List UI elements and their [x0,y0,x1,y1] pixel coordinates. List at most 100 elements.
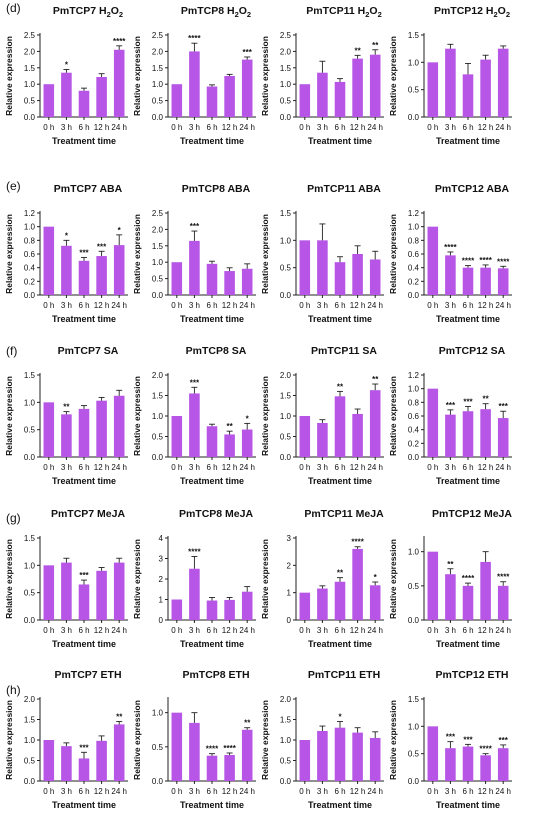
y-axis-label: Relative expression [388,376,398,456]
y-tick-label: 0.5 [24,589,36,598]
chart-title: PmTCP12 MeJA [432,508,512,520]
bar [61,562,72,620]
bar [61,746,72,781]
x-tick-label: 24 h [367,787,383,796]
significance-label: *** [79,248,89,257]
x-tick-label: 6 h [78,301,89,310]
x-tick-label: 0 h [43,626,54,635]
x-tick-label: 0 h [427,787,438,796]
y-tick-label: 1.0 [24,561,36,570]
bar [78,260,90,295]
significance-label: **** [188,547,201,556]
x-axis-label: Treatment time [180,136,244,146]
y-tick-label: 1.0 [152,80,164,89]
y-tick-label: 0.5 [280,433,292,442]
x-tick-label: 3 h [61,626,72,635]
x-axis-label: Treatment time [436,476,500,486]
bar [317,730,328,781]
y-tick-label: 2.0 [152,225,164,234]
x-tick-label: 12 h [222,787,238,796]
panel-label: (e) [6,179,21,193]
x-tick-label: 6 h [206,787,217,796]
y-tick-label: 1.0 [280,736,292,745]
y-tick-label: 1.0 [152,709,164,718]
x-tick-label: 6 h [462,463,473,472]
chart-title: PmTCP8 MeJA [179,508,254,520]
y-tick-label: 0.5 [24,757,36,766]
y-tick-label: 0.6 [24,250,36,259]
y-tick-label: 3 [159,555,164,564]
y-tick-label: 0.5 [408,86,420,95]
x-tick-label: 24 h [367,123,383,132]
x-tick-label: 24 h [495,463,511,472]
y-tick-label: 0.5 [280,264,292,273]
y-tick-label: 2 [287,561,292,570]
x-tick-label: 24 h [111,301,127,310]
x-tick-label: 24 h [367,463,383,472]
chart-title: PmTCP11 H2O2 [306,5,381,19]
x-tick-label: 24 h [495,787,511,796]
bar [352,413,363,457]
significance-label: ** [63,403,70,412]
x-tick-label: 3 h [317,787,328,796]
y-tick-label: 0.8 [24,236,36,245]
y-tick-label: 0.0 [408,453,420,462]
x-tick-label: 6 h [78,123,89,132]
y-tick-label: 2.0 [152,371,164,380]
x-axis-label: Treatment time [308,476,372,486]
significance-label: * [338,713,342,722]
x-axis-label: Treatment time [436,800,500,810]
x-tick-label: 6 h [334,301,345,310]
y-axis-label: Relative expression [132,214,142,294]
bar [96,570,107,620]
chart-title: PmTCP8 ABA [182,183,251,195]
y-tick-label: 0 [159,616,164,625]
y-tick-label: 0.6 [408,412,420,421]
y-tick-label: 1.2 [408,371,420,380]
x-tick-label: 6 h [462,787,473,796]
y-tick-label: 1.0 [24,736,36,745]
chart-title: PmTCP12 SA [439,345,506,357]
y-tick-label: 2.0 [280,371,292,380]
panel-label: (d) [6,1,21,15]
y-tick-label: 0.5 [152,743,164,752]
significance-label: **** [462,257,475,266]
y-tick-label: 0.0 [408,777,420,786]
x-tick-label: 3 h [189,301,200,310]
x-axis-label: Treatment time [308,314,372,324]
x-tick-label: 6 h [334,123,345,132]
significance-label: * [65,231,69,240]
bar [78,584,90,620]
x-tick-label: 6 h [206,301,217,310]
chart-title: PmTCP11 ETH [308,669,380,681]
x-tick-label: 24 h [239,301,255,310]
significance-label: **** [444,243,457,252]
y-tick-label: 0.0 [280,113,292,122]
x-tick-label: 3 h [445,463,456,472]
y-tick-label: 0.0 [152,777,164,786]
y-axis-label: Relative expression [388,214,398,294]
bar [480,561,491,620]
x-axis-label: Treatment time [52,314,116,324]
chart-title: PmTCP7 SA [58,345,119,357]
bar [427,388,439,457]
significance-label: *** [79,743,89,752]
x-tick-label: 12 h [478,787,494,796]
y-tick-label: 1.0 [408,58,420,67]
y-tick-label: 1.0 [408,385,420,394]
y-tick-label: 1.5 [280,716,292,725]
x-tick-label: 24 h [239,787,255,796]
bar [497,585,509,620]
x-tick-label: 0 h [427,626,438,635]
chart-title: PmTCP7 MeJA [51,508,126,520]
bar [317,72,328,117]
x-axis-label: Treatment time [180,800,244,810]
y-tick-label: 4 [159,534,164,543]
bar [445,414,456,457]
x-tick-label: 0 h [171,787,182,796]
y-axis-label: Relative expression [260,214,270,294]
y-tick-label: 0.2 [24,277,36,286]
bar [299,416,311,457]
y-axis-label: Relative expression [4,376,14,456]
bar [96,256,107,295]
